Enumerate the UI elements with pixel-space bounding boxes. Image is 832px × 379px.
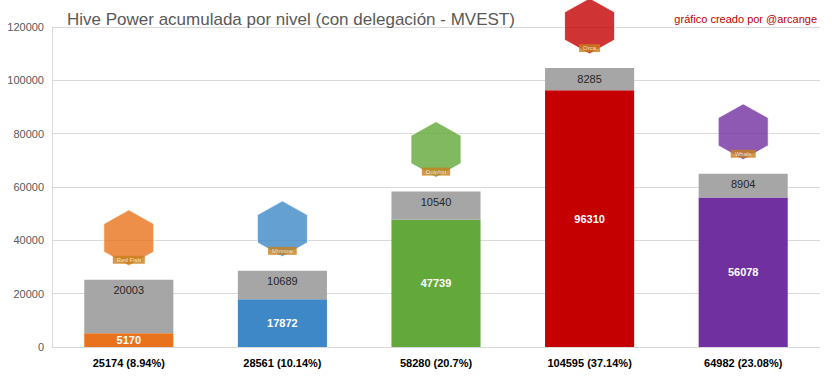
svg-text:47739: 47739: [421, 277, 452, 289]
svg-text:28561 (10.14%): 28561 (10.14%): [243, 357, 322, 369]
svg-text:80000: 80000: [13, 128, 44, 140]
svg-text:20003: 20003: [114, 284, 145, 296]
svg-text:20000: 20000: [13, 288, 44, 300]
svg-text:10540: 10540: [421, 196, 452, 208]
svg-text:64982 (23.08%): 64982 (23.08%): [704, 357, 783, 369]
svg-text:8285: 8285: [577, 73, 601, 85]
svg-text:96310: 96310: [574, 213, 605, 225]
svg-text:120000: 120000: [7, 21, 44, 33]
svg-text:gráfico creado por @arcange: gráfico creado por @arcange: [674, 13, 817, 25]
svg-text:5170: 5170: [117, 334, 141, 346]
svg-text:10689: 10689: [267, 275, 298, 287]
svg-text:Orca: Orca: [583, 45, 597, 51]
svg-text:104595 (37.14%): 104595 (37.14%): [547, 357, 632, 369]
svg-text:Hive Power acumulada por nivel: Hive Power acumulada por nivel (con dele…: [67, 10, 515, 29]
svg-text:58280 (20.7%): 58280 (20.7%): [400, 357, 472, 369]
svg-text:40000: 40000: [13, 234, 44, 246]
svg-text:60000: 60000: [13, 181, 44, 193]
svg-text:Minnow: Minnow: [272, 248, 293, 254]
svg-text:Dolphin: Dolphin: [426, 169, 446, 175]
svg-text:100000: 100000: [7, 74, 44, 86]
svg-text:17872: 17872: [267, 317, 298, 329]
svg-text:Red Fish: Red Fish: [117, 257, 141, 263]
svg-text:25174 (8.94%): 25174 (8.94%): [93, 357, 165, 369]
svg-text:0: 0: [38, 341, 44, 353]
svg-text:56078: 56078: [728, 266, 759, 278]
svg-text:Whale: Whale: [735, 151, 753, 157]
svg-text:8904: 8904: [731, 178, 755, 190]
